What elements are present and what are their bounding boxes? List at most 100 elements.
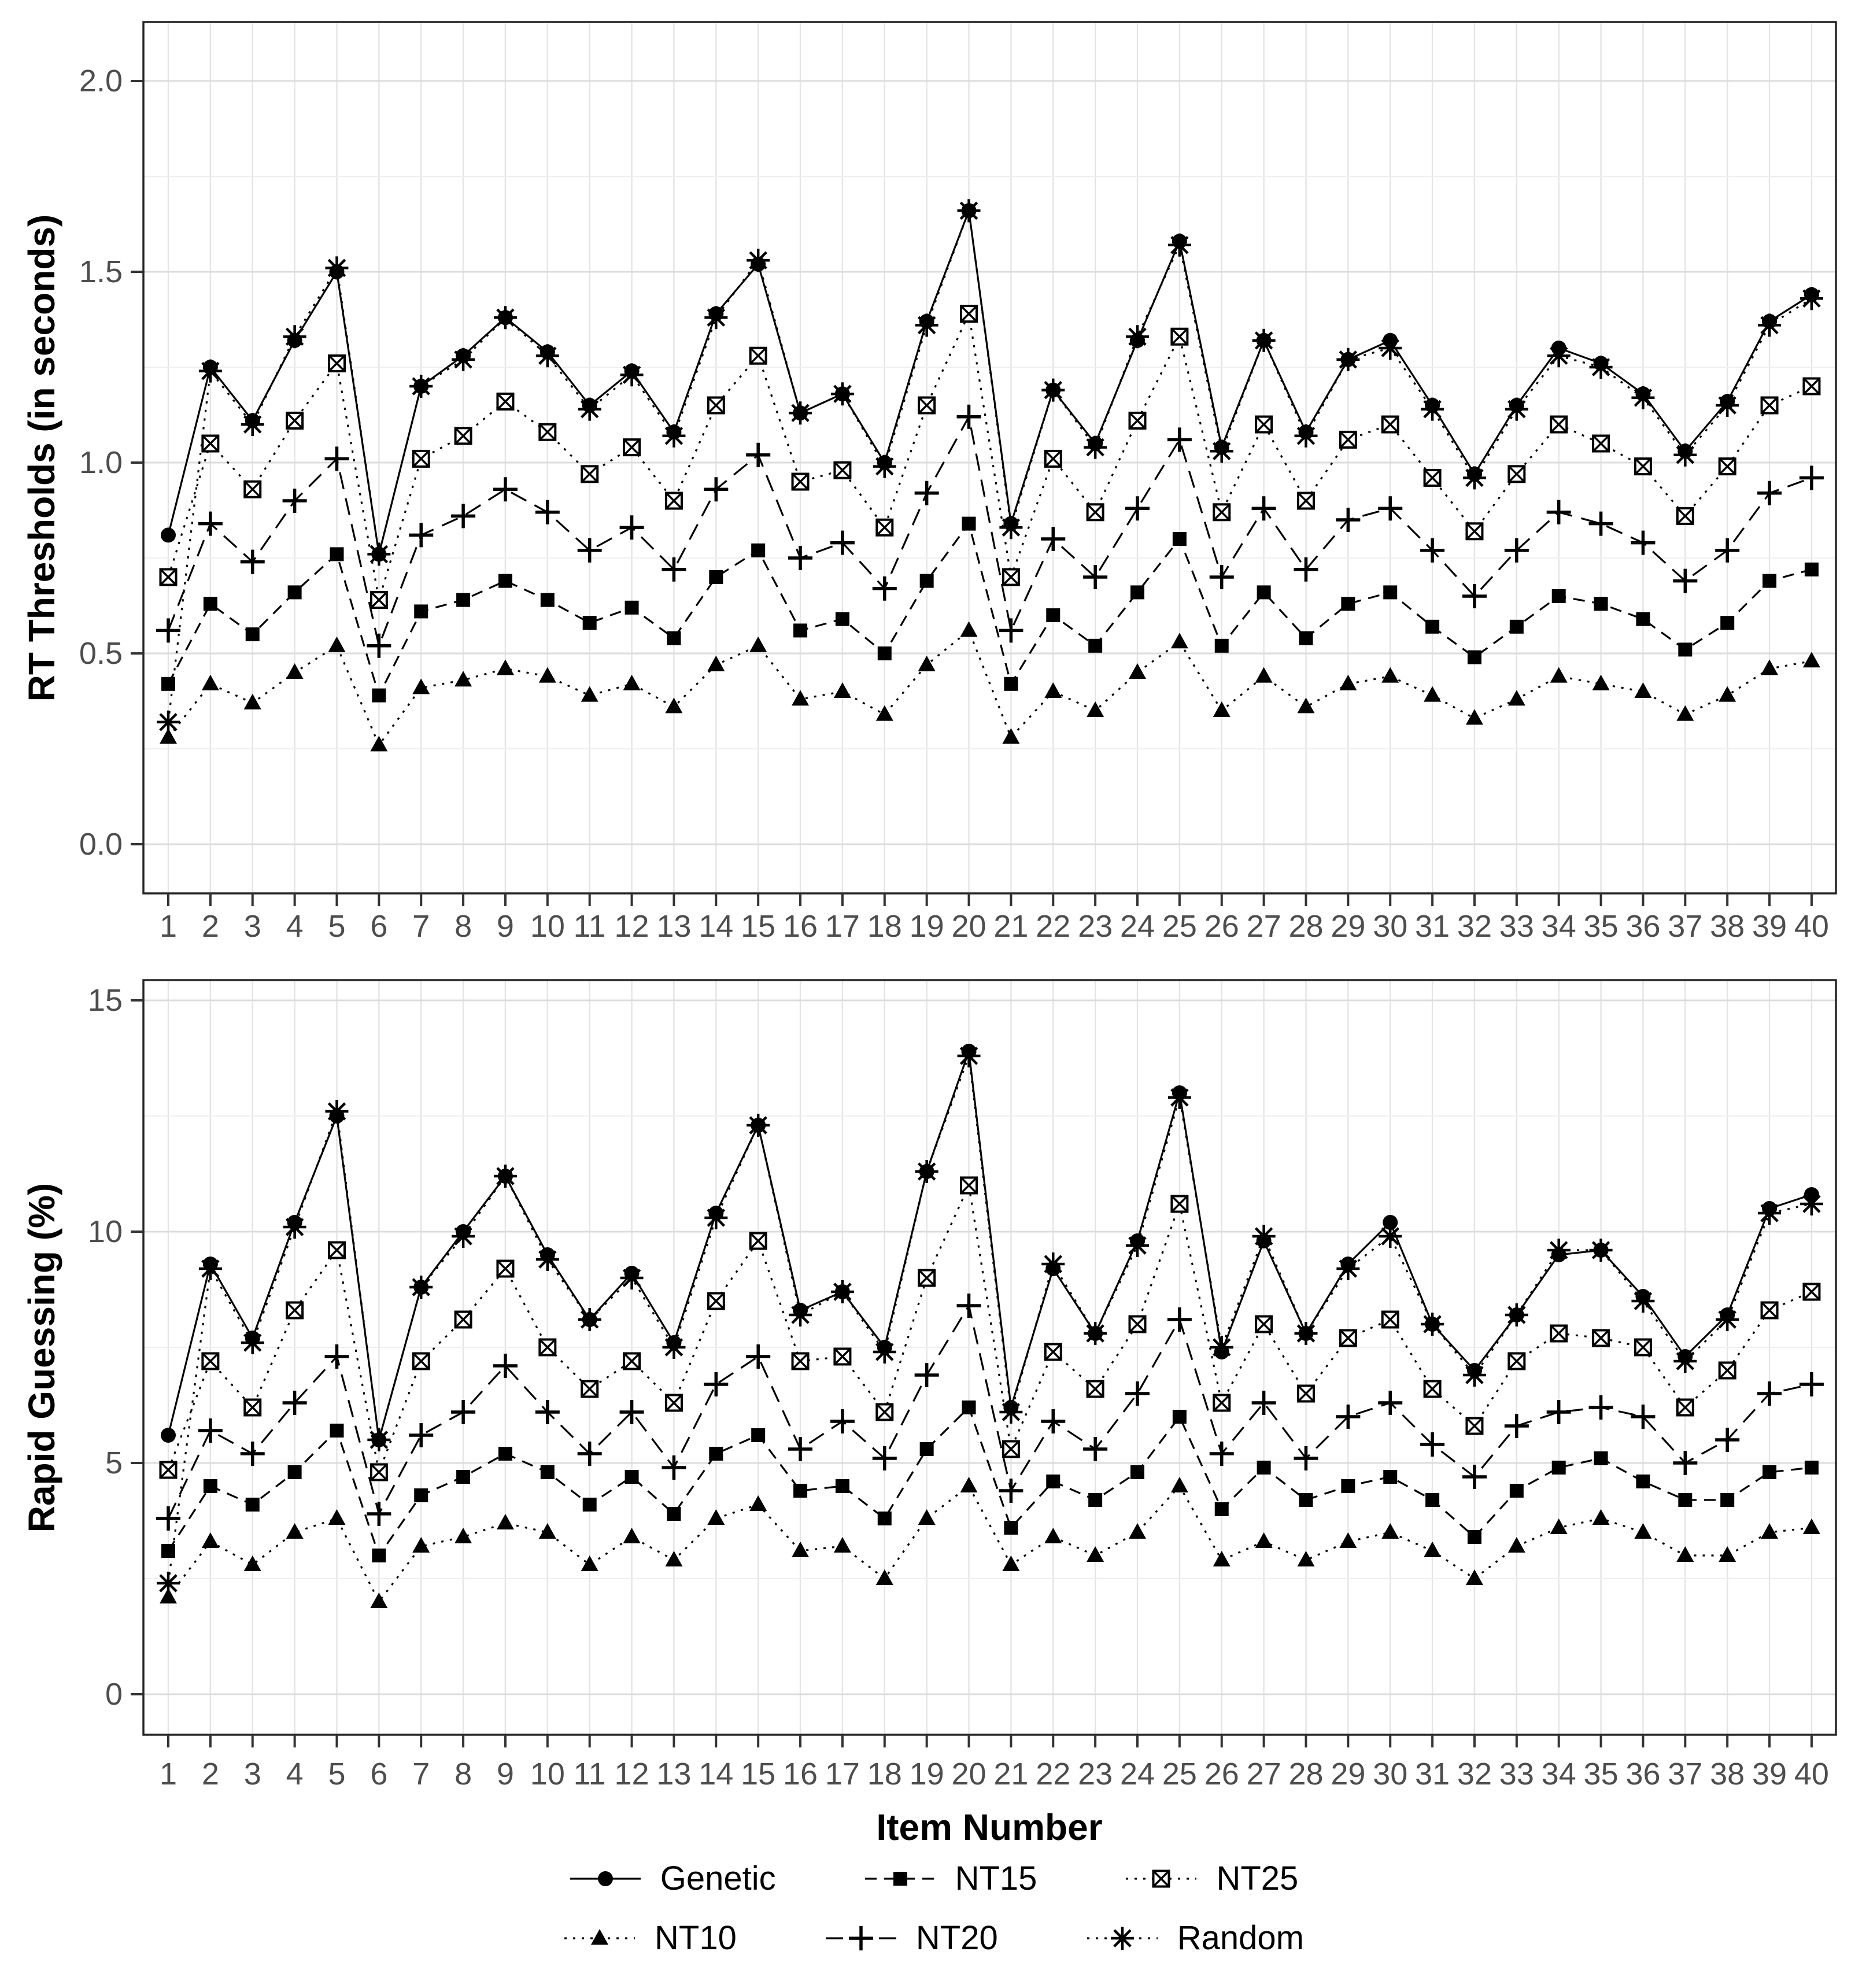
triangle-marker	[1676, 705, 1694, 721]
crossed-square-marker	[1718, 1361, 1736, 1380]
legend-entry-nt10: NT10	[562, 1919, 737, 1957]
circle-marker	[751, 256, 766, 272]
square-marker	[962, 516, 976, 531]
crossed-square-marker	[369, 591, 388, 609]
x-tick-label: 21	[993, 1757, 1028, 1791]
crossed-square-marker	[875, 518, 894, 537]
circle-marker	[1425, 398, 1440, 413]
circle-marker	[1214, 1344, 1229, 1359]
crossed-square-marker	[833, 1347, 852, 1366]
crossed-square-marker	[623, 438, 641, 457]
circle-marker	[597, 1871, 613, 1886]
series-nt15	[161, 516, 1819, 703]
x-tick-label: 37	[1668, 1757, 1702, 1791]
x-tick-label: 38	[1710, 909, 1745, 944]
plus-marker	[1378, 496, 1403, 521]
x-tick-label: 8	[455, 1757, 472, 1791]
square-marker	[330, 547, 344, 561]
circle-marker	[1172, 234, 1187, 249]
x-tick-label: 12	[615, 1757, 649, 1791]
crossed-square-marker	[664, 492, 683, 510]
plus-marker	[451, 504, 476, 529]
square-marker	[203, 597, 217, 611]
square-marker	[1004, 677, 1018, 691]
square-marker	[1678, 642, 1693, 657]
circle-marker	[834, 1284, 850, 1299]
crossed-square-marker	[1086, 503, 1104, 522]
triangle-marker	[328, 636, 346, 652]
circle-marker	[751, 1118, 766, 1133]
square-marker	[1341, 1479, 1355, 1493]
square-marker	[1551, 589, 1566, 603]
square-marker	[1509, 1484, 1524, 1498]
square-marker	[1383, 585, 1398, 600]
crossed-square-marker	[1676, 1398, 1694, 1417]
crossed-square-marker	[327, 354, 346, 372]
plus-marker	[956, 404, 981, 429]
triangle-marker	[875, 1569, 893, 1585]
triangle-marker	[707, 1509, 725, 1525]
axes: 0.00.51.01.52.01 2 3 4 5 6 7 8 9 10 11 12 13 14 15 16 17…	[79, 64, 1829, 944]
x-tick-label: 10	[530, 909, 565, 944]
square-marker	[919, 574, 934, 588]
square-marker	[1088, 638, 1103, 653]
crossed-square-marker	[159, 1461, 178, 1479]
x-tick-label: 14	[699, 1757, 733, 1791]
crossed-square-marker	[412, 1352, 430, 1370]
crossed-square-marker	[1002, 568, 1020, 586]
circle-marker	[793, 405, 808, 421]
asterisk-marker	[1547, 344, 1571, 368]
circle-marker	[413, 1280, 429, 1295]
circle-marker	[1298, 424, 1314, 440]
plus-marker	[1420, 1432, 1445, 1457]
plus-marker	[872, 576, 897, 601]
triangle-marker	[1507, 1537, 1525, 1553]
crossed-square-marker	[286, 1301, 304, 1320]
crossed-square-marker	[1213, 1394, 1231, 1412]
circle-marker	[1593, 1243, 1609, 1258]
x-tick-label: 6	[370, 1757, 387, 1791]
square-marker	[287, 1465, 302, 1479]
asterisk-marker	[157, 1572, 180, 1595]
plus-marker	[1083, 1437, 1108, 1461]
plus-marker	[788, 1437, 813, 1461]
triangle-marker	[496, 659, 514, 675]
circle-marker	[497, 310, 513, 326]
triangle-marker	[160, 728, 177, 744]
square-marker	[709, 1447, 723, 1461]
x-tick-label: 36	[1625, 1757, 1660, 1791]
circle-marker	[666, 1335, 682, 1350]
circle-marker	[624, 1266, 640, 1281]
circle-marker	[1635, 386, 1651, 402]
series-nt20	[156, 404, 1824, 658]
x-tick-label: 22	[1036, 909, 1070, 944]
triangle-marker	[1592, 674, 1610, 690]
square-marker	[245, 627, 260, 641]
plus-marker	[872, 1446, 897, 1470]
crossed-square-marker	[707, 396, 725, 415]
x-axis-title: Item Number	[876, 1806, 1103, 1848]
plus-marker	[956, 1294, 981, 1318]
crossed-square-marker	[201, 1352, 220, 1370]
square-marker	[1299, 631, 1313, 645]
triangle-marker	[1044, 682, 1062, 698]
triangle-marker	[960, 621, 978, 637]
crossed-square-marker	[791, 1352, 810, 1370]
gridlines	[143, 980, 1836, 1735]
y-axis-title-top: RT Thresholds (in seconds)	[21, 214, 62, 702]
square-marker	[709, 570, 723, 584]
x-tick-label: 27	[1247, 1757, 1281, 1791]
square-marker	[1046, 608, 1061, 622]
crossed-square-marker	[454, 427, 472, 445]
circle-marker	[1762, 313, 1778, 329]
circle-marker	[1593, 356, 1609, 371]
x-tick-label: 18	[867, 909, 902, 944]
crossed-square-marker	[1086, 1380, 1104, 1398]
x-tick-label: 24	[1120, 909, 1155, 944]
crossed-square-marker	[749, 346, 767, 365]
triangle-marker	[1761, 659, 1779, 675]
x-tick-label: 11	[574, 909, 606, 944]
circle-marker	[919, 313, 934, 329]
crossed-square-marker	[1507, 465, 1526, 483]
